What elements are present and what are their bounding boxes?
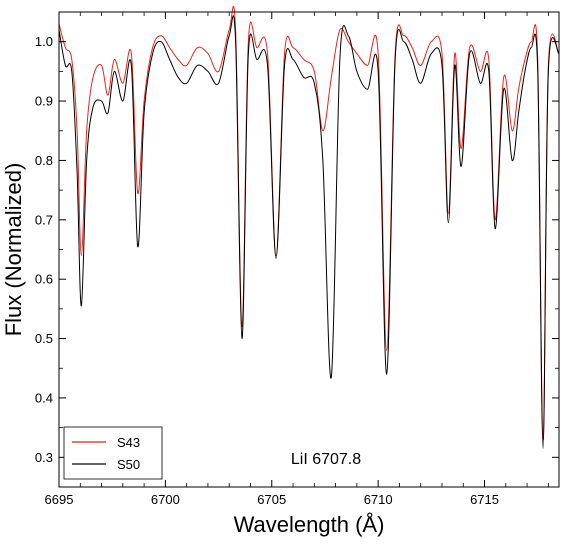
y-tick-label: 0.4	[35, 390, 53, 405]
y-tick-label: 0.6	[35, 272, 53, 287]
y-tick-label: 0.3	[35, 450, 53, 465]
y-tick-label: 1.0	[35, 34, 53, 49]
y-axis-label: Flux (Normalized)	[1, 163, 26, 337]
x-tick-label: 6705	[257, 492, 286, 507]
series-line-s43	[58, 5, 560, 441]
x-tick-label: 6695	[45, 492, 74, 507]
x-axis-label: Wavelength (Å)	[234, 512, 385, 537]
series-line-s50	[58, 15, 560, 449]
legend-label-s50: S50	[117, 457, 140, 472]
y-tick-label: 0.8	[35, 153, 53, 168]
x-tick-label: 6715	[470, 492, 499, 507]
series-layer	[58, 5, 560, 449]
x-tick-label: 6700	[151, 492, 180, 507]
legend: S43 S50	[63, 426, 163, 480]
y-tick-label: 0.9	[35, 94, 53, 109]
y-tick-label: 0.5	[35, 331, 53, 346]
annotation-lii: LiI 6707.8	[291, 451, 361, 468]
x-tick-label: 6710	[364, 492, 393, 507]
y-axis: 0.3 0.4 0.5 0.6 0.7 0.8 0.9 1.0	[35, 34, 559, 465]
legend-box	[63, 426, 163, 480]
x-axis: 6695 6700 6705 6710 6715	[45, 12, 549, 507]
legend-label-s43: S43	[117, 435, 140, 450]
y-tick-label: 0.7	[35, 212, 53, 227]
